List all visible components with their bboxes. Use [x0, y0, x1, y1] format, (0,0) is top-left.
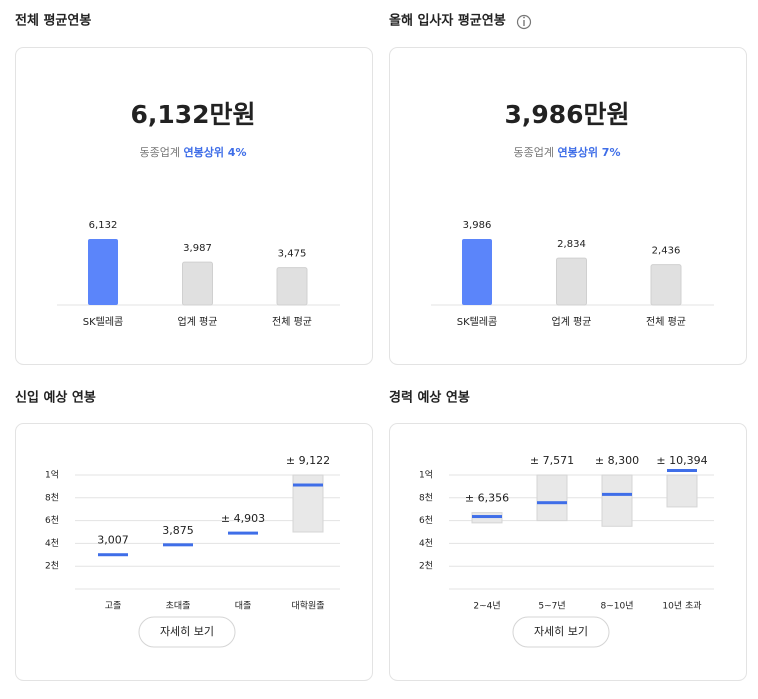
- value-label: ± 8,300: [595, 454, 639, 467]
- value-label: 3,987: [183, 243, 212, 254]
- bar: [276, 267, 308, 306]
- button[interactable]: [512, 616, 610, 648]
- y-tick-label: 4천: [45, 538, 59, 549]
- y-tick-label: 2천: [419, 561, 433, 572]
- category-label: 8~10년: [601, 601, 634, 612]
- y-tick-label: 8천: [45, 492, 59, 503]
- bar: [182, 261, 213, 306]
- value-mark: [163, 543, 193, 547]
- value-mark: [667, 469, 697, 473]
- section-title: 올해 입사자 평균연봉: [389, 13, 506, 29]
- value-mark: [472, 515, 502, 519]
- category-label: 고졸: [105, 601, 122, 612]
- value-label: 2,436: [652, 246, 681, 257]
- category-label: 2~4년: [473, 601, 500, 612]
- section-title: 신입 예상 연봉: [15, 390, 96, 406]
- range-box: [536, 474, 568, 522]
- category-label: 전체 평균: [646, 316, 686, 328]
- card: [15, 423, 373, 681]
- button[interactable]: [138, 616, 236, 648]
- y-tick-label: 6천: [419, 515, 433, 526]
- value-label: ± 9,122: [286, 454, 330, 467]
- value-label: 3,875: [162, 524, 194, 537]
- value-mark: [293, 483, 323, 487]
- category-label: 대졸: [235, 601, 252, 612]
- note-highlight: 연봉상위 7%: [557, 145, 620, 159]
- category-label: 5~7년: [538, 601, 565, 612]
- y-tick-label: 4천: [419, 538, 433, 549]
- value-label: ± 6,356: [465, 492, 509, 505]
- headline: 6,132만원: [130, 100, 255, 129]
- y-tick-label: 6천: [45, 515, 59, 526]
- value-label: ± 7,571: [530, 454, 574, 467]
- category-label: 업계 평균: [552, 315, 592, 328]
- category-label: SK텔레콤: [83, 316, 124, 328]
- bar: [462, 239, 492, 305]
- note: 동종업계 연봉상위 7%: [514, 145, 621, 159]
- y-tick-label: 8천: [419, 492, 433, 503]
- bar: [88, 239, 118, 305]
- y-tick-label: 1억: [45, 469, 59, 481]
- value-label: 3,986: [463, 220, 492, 231]
- value-mark: [98, 553, 128, 557]
- note-text: 동종업계: [140, 146, 180, 159]
- category-label: SK텔레콤: [457, 316, 498, 328]
- value-label: 3,007: [97, 534, 129, 547]
- y-tick-label: 2천: [45, 561, 59, 572]
- value-mark: [228, 531, 258, 535]
- value-label: 6,132: [89, 220, 118, 231]
- bar: [556, 257, 587, 306]
- section-title: 전체 평균연봉: [15, 13, 91, 29]
- card: [389, 423, 747, 681]
- button-label[interactable]: 자세히 보기: [160, 624, 214, 638]
- range-box: [666, 474, 698, 508]
- note-text: 동종업계: [514, 146, 554, 159]
- section-title: 경력 예상 연봉: [389, 390, 470, 406]
- value-label: ± 10,394: [656, 454, 707, 467]
- bar: [650, 264, 682, 306]
- value-label: 2,834: [557, 239, 586, 250]
- category-label: 전체 평균: [272, 316, 312, 328]
- range-box: [601, 474, 633, 527]
- value-label: 3,475: [278, 249, 307, 260]
- category-label: 10년 초과: [662, 601, 701, 612]
- value-mark: [602, 492, 632, 496]
- note-highlight: 연봉상위 4%: [183, 145, 246, 159]
- info-icon[interactable]: [516, 14, 532, 30]
- y-tick-label: 1억: [419, 469, 433, 481]
- category-label: 대학원졸: [291, 601, 324, 612]
- value-label: ± 4,903: [221, 512, 265, 525]
- button-label[interactable]: 자세히 보기: [534, 624, 588, 638]
- note: 동종업계 연봉상위 4%: [140, 145, 247, 159]
- category-label: 업계 평균: [178, 315, 218, 328]
- headline: 3,986만원: [504, 100, 629, 129]
- value-mark: [537, 501, 567, 505]
- category-label: 초대졸: [166, 601, 191, 612]
